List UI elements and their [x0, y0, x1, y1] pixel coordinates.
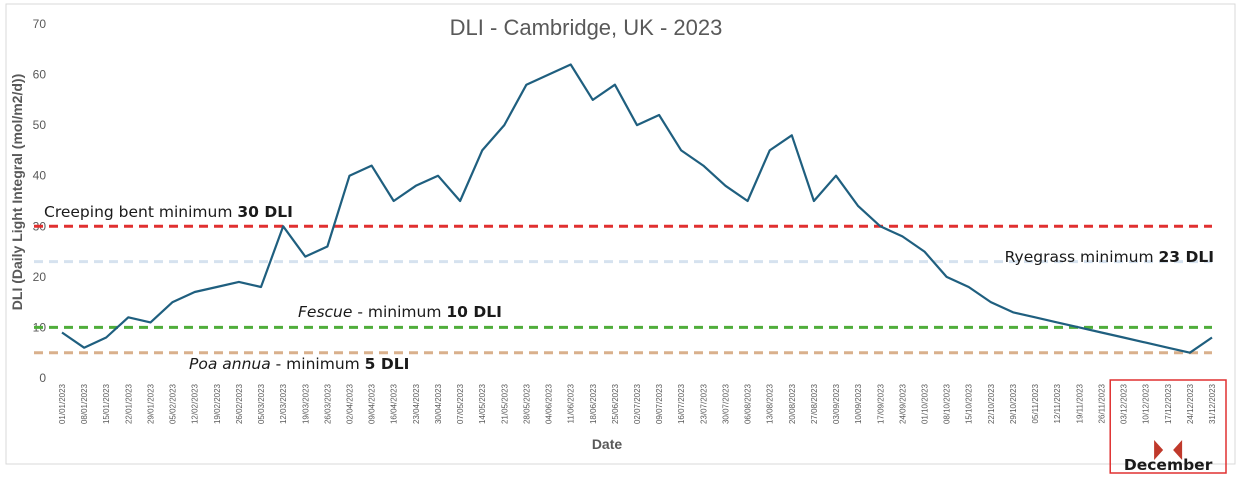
x-tick-label: 30/07/2023 — [721, 383, 730, 424]
annotation-ryegrass: Ryegrass minimum 23 DLI — [1005, 248, 1214, 266]
december-highlight-box — [1109, 379, 1227, 474]
x-tick-label: 19/03/2023 — [301, 383, 310, 424]
december-highlight: December — [1109, 379, 1227, 474]
x-tick-label: 26/02/2023 — [235, 383, 244, 424]
x-axis-ticks: 01/01/2023 08/01/2023 15/01/2023 22/01/2023… — [58, 383, 1217, 424]
x-tick-label: 05/03/2023 — [257, 383, 266, 424]
x-tick-label: 27/08/2023 — [810, 383, 819, 424]
x-tick-label: 29/01/2023 — [146, 383, 155, 424]
annotation-creeping-bent: Creeping bent minimum 30 DLI — [44, 203, 293, 221]
reference-lines — [34, 224, 1212, 355]
x-tick-label: 12/02/2023 — [191, 383, 200, 424]
x-tick-label: 30/04/2023 — [434, 383, 443, 424]
x-tick-label: 03/09/2023 — [832, 383, 841, 424]
annotation-fescue: Fescue - minimum 10 DLI — [298, 303, 502, 321]
december-marker-icon — [1154, 440, 1183, 460]
x-tick-label: 17/09/2023 — [876, 383, 885, 424]
x-tick-label: 15/10/2023 — [965, 383, 974, 424]
x-tick-label: 28/05/2023 — [522, 383, 531, 424]
x-tick-label: 19/02/2023 — [213, 383, 222, 424]
x-tick-label: 21/05/2023 — [500, 383, 509, 424]
x-tick-label: 20/08/2023 — [788, 383, 797, 424]
series-line — [61, 63, 1213, 354]
x-tick-label: 02/04/2023 — [346, 383, 355, 424]
y-tick-label: 40 — [33, 169, 47, 183]
x-tick-label: 24/12/2023 — [1186, 383, 1195, 424]
x-tick-label: 13/08/2023 — [766, 383, 775, 424]
x-tick-label: 16/07/2023 — [677, 383, 686, 424]
december-label: December — [1124, 456, 1213, 474]
x-tick-label: 07/05/2023 — [456, 383, 465, 424]
x-tick-label: 19/11/2023 — [1075, 383, 1084, 423]
annotation-poa-annua: Poa annua - minimum 5 DLI — [189, 355, 409, 373]
x-tick-label: 05/02/2023 — [169, 383, 178, 424]
x-tick-label: 18/06/2023 — [589, 383, 598, 424]
x-tick-label: 08/01/2023 — [80, 383, 89, 424]
x-tick-label: 14/05/2023 — [478, 383, 487, 424]
x-tick-label: 23/07/2023 — [699, 383, 708, 424]
annotation-fescue-name: Fescue — [298, 303, 352, 321]
x-tick-label: 25/06/2023 — [611, 383, 620, 424]
annotation-creeping-bent-prefix: Creeping bent minimum — [44, 203, 237, 221]
x-tick-label: 16/04/2023 — [390, 383, 399, 424]
annotation-poa-annua-middle: - minimum — [271, 355, 365, 373]
x-tick-label: 10/09/2023 — [854, 383, 863, 424]
y-tick-label: 70 — [33, 17, 47, 31]
x-tick-label: 26/11/2023 — [1097, 383, 1106, 423]
y-axis-label: DLI (Daily Light Integral (mol/m2/d)) — [9, 74, 25, 310]
chart-title: DLI - Cambridge, UK - 2023 — [450, 15, 723, 40]
x-tick-label: 31/12/2023 — [1208, 383, 1217, 424]
x-tick-label: 02/07/2023 — [633, 383, 642, 424]
annotation-creeping-bent-value: 30 DLI — [237, 203, 292, 221]
x-tick-label: 03/12/2023 — [1120, 383, 1129, 424]
x-tick-label: 06/08/2023 — [744, 383, 753, 424]
annotation-poa-annua-name: Poa annua — [189, 355, 271, 373]
annotation-ryegrass-prefix: Ryegrass minimum — [1005, 248, 1159, 266]
y-tick-label: 20 — [33, 270, 47, 284]
x-tick-label: 04/06/2023 — [545, 383, 554, 424]
x-tick-label: 22/01/2023 — [124, 383, 133, 424]
x-tick-label: 24/09/2023 — [898, 383, 907, 424]
x-tick-label: 01/01/2023 — [58, 383, 67, 424]
x-axis-label: Date — [592, 436, 623, 452]
annotation-fescue-value: 10 DLI — [446, 303, 501, 321]
x-tick-label: 22/10/2023 — [987, 383, 996, 424]
x-tick-label: 09/07/2023 — [655, 383, 664, 424]
annotation-ryegrass-value: 23 DLI — [1159, 248, 1214, 266]
x-tick-label: 10/12/2023 — [1142, 383, 1151, 424]
x-tick-label: 26/03/2023 — [323, 383, 332, 424]
annotation-fescue-middle: - minimum — [352, 303, 446, 321]
x-tick-label: 05/11/2023 — [1031, 383, 1040, 423]
y-tick-label: 0 — [39, 371, 46, 385]
x-tick-label: 01/10/2023 — [921, 383, 930, 424]
annotation-poa-annua-value: 5 DLI — [365, 355, 410, 373]
x-tick-label: 23/04/2023 — [412, 383, 421, 424]
x-tick-label: 15/01/2023 — [102, 383, 111, 424]
series-group — [61, 63, 1213, 354]
x-tick-label: 09/04/2023 — [368, 383, 377, 424]
x-tick-label: 11/06/2023 — [567, 383, 576, 423]
chart-frame — [5, 3, 1236, 465]
x-tick-label: 12/03/2023 — [279, 383, 288, 424]
x-tick-label: 17/12/2023 — [1164, 383, 1173, 424]
y-tick-label: 50 — [33, 118, 47, 132]
y-tick-label: 60 — [33, 68, 47, 82]
x-tick-label: 12/11/2023 — [1053, 383, 1062, 423]
x-tick-label: 29/10/2023 — [1009, 383, 1018, 424]
x-tick-label: 08/10/2023 — [943, 383, 952, 424]
